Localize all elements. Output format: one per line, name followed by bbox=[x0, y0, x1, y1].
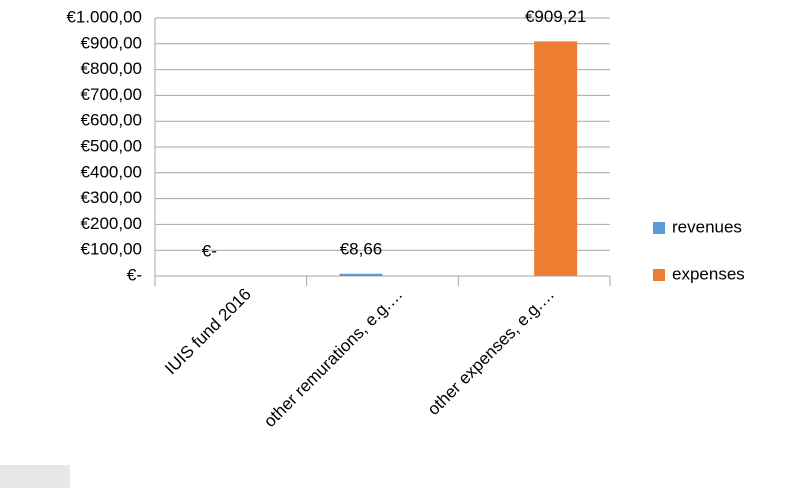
data-label: €- bbox=[202, 241, 217, 260]
data-label: €909,21 bbox=[525, 7, 586, 26]
y-tick-label: €400,00 bbox=[81, 162, 142, 181]
legend-swatch bbox=[653, 269, 665, 281]
legend-swatch bbox=[653, 222, 665, 234]
y-tick-label: €500,00 bbox=[81, 136, 142, 155]
legend-label: revenues bbox=[672, 217, 742, 236]
y-tick-label: €- bbox=[127, 265, 142, 284]
y-tick-label: €100,00 bbox=[81, 240, 142, 259]
bar bbox=[534, 41, 578, 276]
y-tick-label: €200,00 bbox=[81, 214, 142, 233]
y-tick-label: €600,00 bbox=[81, 111, 142, 130]
x-tick-label: other remurations, e.g.… bbox=[260, 285, 406, 431]
y-tick-label: €300,00 bbox=[81, 188, 142, 207]
y-tick-label: €1.000,00 bbox=[66, 7, 142, 26]
y-tick-label: €800,00 bbox=[81, 59, 142, 78]
y-tick-label: €900,00 bbox=[81, 33, 142, 52]
bar bbox=[339, 273, 383, 276]
x-tick-label: other expenses, e.g.… bbox=[424, 285, 558, 419]
y-tick-label: €700,00 bbox=[81, 85, 142, 104]
legend-label: expenses bbox=[672, 264, 745, 283]
data-label: €8,66 bbox=[340, 239, 383, 258]
x-tick-label: IUIS fund 2016 bbox=[161, 285, 255, 379]
corner-box bbox=[0, 465, 70, 488]
